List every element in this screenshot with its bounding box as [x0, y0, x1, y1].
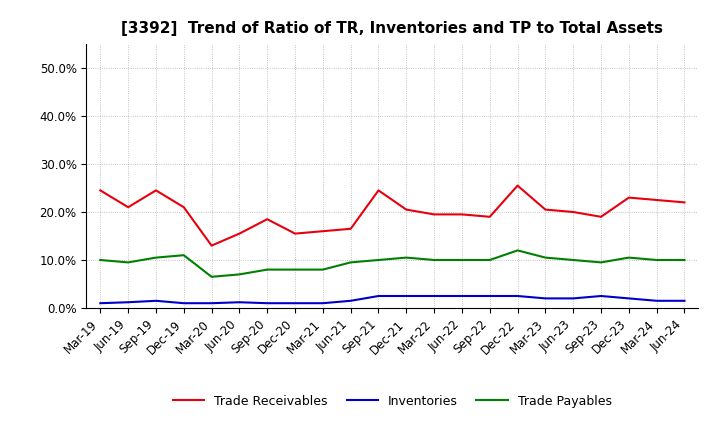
Trade Receivables [458, 212, 467, 217]
Trade Payables [374, 257, 383, 263]
Trade Payables [207, 274, 216, 279]
Trade Payables [541, 255, 550, 260]
Inventories [402, 293, 410, 299]
Trade Receivables [207, 243, 216, 248]
Trade Receivables [402, 207, 410, 212]
Trade Receivables [513, 183, 522, 188]
Inventories [458, 293, 467, 299]
Trade Receivables [624, 195, 633, 200]
Trade Receivables [124, 205, 132, 210]
Inventories [541, 296, 550, 301]
Trade Payables [430, 257, 438, 263]
Trade Receivables [179, 205, 188, 210]
Inventories [680, 298, 689, 304]
Trade Payables [96, 257, 104, 263]
Inventories [318, 301, 327, 306]
Trade Payables [624, 255, 633, 260]
Trade Receivables [374, 188, 383, 193]
Trade Payables [179, 253, 188, 258]
Trade Payables [597, 260, 606, 265]
Trade Payables [513, 248, 522, 253]
Inventories [346, 298, 355, 304]
Trade Payables [346, 260, 355, 265]
Trade Receivables [430, 212, 438, 217]
Trade Payables [680, 257, 689, 263]
Inventories [624, 296, 633, 301]
Inventories [291, 301, 300, 306]
Trade Payables [485, 257, 494, 263]
Trade Receivables [485, 214, 494, 220]
Inventories [652, 298, 661, 304]
Line: Trade Receivables: Trade Receivables [100, 186, 685, 246]
Trade Payables [263, 267, 271, 272]
Trade Receivables [263, 216, 271, 222]
Inventories [124, 300, 132, 305]
Inventories [485, 293, 494, 299]
Trade Payables [124, 260, 132, 265]
Inventories [597, 293, 606, 299]
Trade Receivables [346, 226, 355, 231]
Trade Payables [235, 272, 243, 277]
Legend: Trade Receivables, Inventories, Trade Payables: Trade Receivables, Inventories, Trade Pa… [168, 390, 617, 413]
Line: Inventories: Inventories [100, 296, 685, 303]
Inventories [430, 293, 438, 299]
Inventories [179, 301, 188, 306]
Trade Receivables [597, 214, 606, 220]
Trade Receivables [96, 188, 104, 193]
Inventories [235, 300, 243, 305]
Trade Payables [458, 257, 467, 263]
Inventories [152, 298, 161, 304]
Trade Payables [152, 255, 161, 260]
Trade Payables [402, 255, 410, 260]
Trade Receivables [652, 198, 661, 203]
Trade Receivables [235, 231, 243, 236]
Trade Payables [291, 267, 300, 272]
Inventories [513, 293, 522, 299]
Trade Receivables [541, 207, 550, 212]
Trade Payables [318, 267, 327, 272]
Trade Receivables [291, 231, 300, 236]
Trade Payables [569, 257, 577, 263]
Title: [3392]  Trend of Ratio of TR, Inventories and TP to Total Assets: [3392] Trend of Ratio of TR, Inventories… [122, 21, 663, 36]
Trade Receivables [680, 200, 689, 205]
Inventories [207, 301, 216, 306]
Trade Payables [652, 257, 661, 263]
Line: Trade Payables: Trade Payables [100, 250, 685, 277]
Trade Receivables [569, 209, 577, 215]
Inventories [96, 301, 104, 306]
Trade Receivables [318, 228, 327, 234]
Inventories [374, 293, 383, 299]
Inventories [569, 296, 577, 301]
Trade Receivables [152, 188, 161, 193]
Inventories [263, 301, 271, 306]
